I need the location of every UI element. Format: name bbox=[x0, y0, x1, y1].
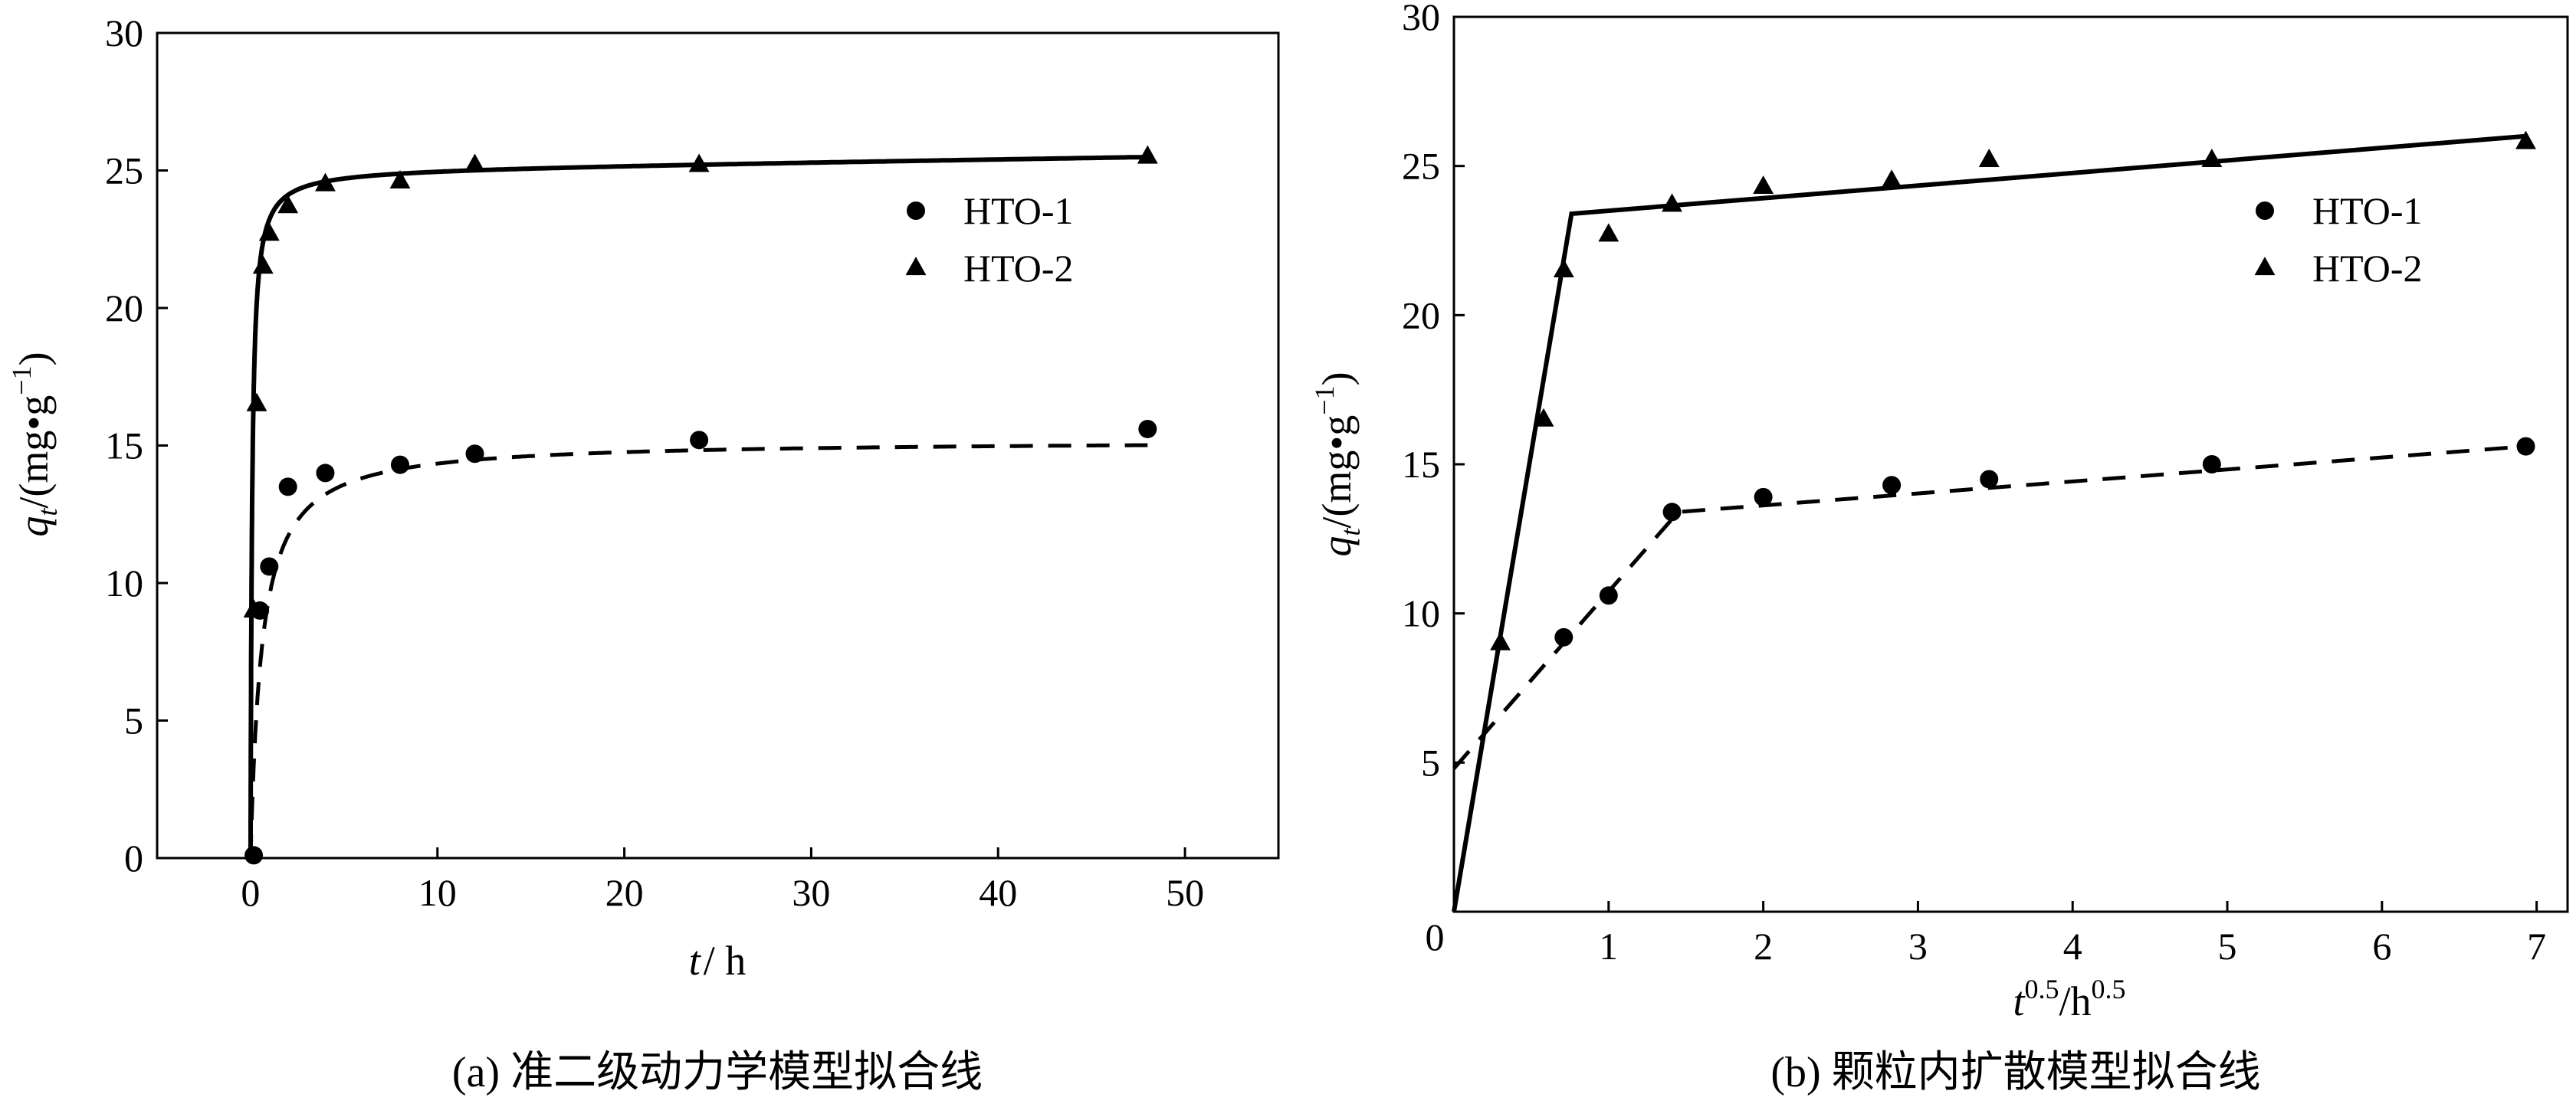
panel-a-point-hto-1 bbox=[244, 846, 264, 865]
panel-a-y-tick-label: 25 bbox=[105, 149, 143, 192]
panel-b-point-hto-1 bbox=[1662, 503, 1682, 522]
panel-b-legend-label-hto-1: HTO-1 bbox=[2312, 189, 2423, 232]
panel-b-caption: (b) 颗粒内扩散模型拟合线 bbox=[1770, 1049, 2260, 1096]
panel-b-y-tick-label: 10 bbox=[1402, 592, 1440, 635]
panel-a-point-hto-2 bbox=[277, 195, 299, 214]
panel-b-x-axis-title: t0.5/h0.5 bbox=[2013, 974, 2125, 1024]
panel-b-point-hto-2 bbox=[1662, 193, 1682, 212]
panel-b-y-tick-label: 30 bbox=[1402, 0, 1440, 38]
panel-a-point-hto-2 bbox=[246, 392, 267, 411]
panel-a-x-tick-label: 0 bbox=[241, 871, 260, 914]
panel-b-point-hto-2 bbox=[1978, 149, 2000, 167]
panel-a-y-tick-label: 20 bbox=[105, 287, 143, 329]
panel-b-point-hto-2 bbox=[2201, 149, 2223, 167]
panel-a-legend-marker-hto-2 bbox=[905, 257, 927, 276]
panel-b-point-hto-1 bbox=[1980, 470, 1999, 489]
panel-b-points bbox=[1490, 130, 2536, 650]
panel-b-y-tick-label: 25 bbox=[1402, 145, 1440, 188]
panel-a-point-hto-1 bbox=[1138, 419, 1157, 438]
panel-b-x-tick-label: 3 bbox=[1908, 925, 1928, 968]
panel-a-legend-label-hto-1: HTO-1 bbox=[963, 189, 1074, 232]
panel-b-fit-hto-1 bbox=[1452, 444, 2526, 770]
panel-b-x-tick-label: 4 bbox=[2063, 925, 2082, 968]
panel-b-frame bbox=[1452, 15, 2569, 913]
panel-a-point-hto-1 bbox=[390, 455, 409, 474]
panel-b-point-hto-1 bbox=[1599, 586, 1618, 605]
panel-b: 1 2 3 4 5 6 7 5 10 15 20 25 30 HTO-1 HTO-2 0 t0.5/h0… bbox=[1309, 0, 2569, 1096]
panel-b-legend-marker-hto-1 bbox=[2256, 201, 2274, 220]
panel-b-point-hto-2 bbox=[1533, 408, 1554, 427]
panel-b-y-tick-label: 20 bbox=[1402, 293, 1440, 336]
panel-b-point-hto-1 bbox=[1554, 627, 1573, 647]
panel-a-point-hto-1 bbox=[316, 464, 335, 483]
panel-b-x-tick-label: 5 bbox=[2218, 925, 2237, 968]
panel-a-x-ticks: 0 10 20 30 40 50 bbox=[241, 847, 1204, 914]
panel-b-point-hto-1 bbox=[2202, 455, 2221, 473]
panel-a-x-tick-label: 50 bbox=[1166, 871, 1204, 914]
panel-a-point-hto-2 bbox=[464, 153, 485, 172]
panel-a-x-tick-label: 30 bbox=[792, 871, 830, 914]
panel-a-point-hto-2 bbox=[1137, 145, 1158, 164]
panel-a-y-tick-label: 30 bbox=[105, 11, 143, 54]
panel-b-legend-marker-hto-2 bbox=[2254, 257, 2276, 276]
panel-a-y-tick-label: 15 bbox=[105, 424, 143, 467]
panel-b-point-hto-1 bbox=[2516, 437, 2535, 456]
panel-b-y-tick-label: 5 bbox=[1421, 741, 1440, 784]
panel-b-x-tick-label: 6 bbox=[2372, 925, 2391, 968]
panel-a-point-hto-2 bbox=[315, 172, 336, 192]
panel-a-point-hto-2 bbox=[258, 222, 280, 241]
panel-a-point-hto-1 bbox=[278, 477, 297, 496]
panel-a: 0 10 20 30 40 50 0 5 10 15 20 25 30 HTO-1 HTO-2 t/ h… bbox=[6, 11, 1280, 1096]
panel-a-y-tick-label: 5 bbox=[124, 699, 143, 742]
panel-a-y-tick-label: 10 bbox=[105, 562, 143, 604]
panel-a-y-axis-title: qt/(mg•g−1) bbox=[6, 352, 63, 536]
panel-a-caption: (a) 准二级动力学模型拟合线 bbox=[452, 1049, 983, 1096]
panel-b-x-tick-label: 7 bbox=[2527, 925, 2546, 968]
panel-b-origin-label: 0 bbox=[1426, 916, 1445, 958]
panel-a-legend: HTO-1 HTO-2 bbox=[905, 189, 1074, 290]
panel-b-x-tick-label: 2 bbox=[1754, 925, 1773, 968]
panel-a-points bbox=[243, 145, 1158, 865]
panel-a-y-tick-label: 0 bbox=[124, 837, 143, 880]
panel-a-point-hto-2 bbox=[252, 255, 274, 274]
panel-a-x-axis-title: t/ h bbox=[689, 938, 747, 984]
panel-b-point-hto-2 bbox=[1881, 169, 1902, 188]
panel-a-y-ticks: 0 5 10 15 20 25 30 bbox=[105, 11, 168, 880]
panel-b-point-hto-1 bbox=[1754, 487, 1773, 506]
panel-a-point-hto-1 bbox=[260, 557, 279, 576]
panel-a-point-hto-2 bbox=[688, 153, 710, 172]
panel-a-legend-label-hto-2: HTO-2 bbox=[963, 247, 1074, 290]
panel-b-y-ticks: 5 10 15 20 25 30 bbox=[1402, 0, 1465, 784]
panel-a-point-hto-2 bbox=[389, 169, 411, 188]
panel-a-point-hto-1 bbox=[465, 444, 484, 464]
panel-b-point-hto-2 bbox=[1753, 175, 1774, 195]
panel-b-point-hto-2 bbox=[1553, 259, 1574, 278]
panel-a-fit-hto-1 bbox=[248, 443, 1148, 858]
panel-a-legend-marker-hto-1 bbox=[907, 201, 925, 220]
panel-b-legend-label-hto-2: HTO-2 bbox=[2312, 247, 2423, 290]
panel-b-point-hto-2 bbox=[1598, 223, 1619, 242]
panel-b-point-hto-1 bbox=[1882, 476, 1902, 495]
panel-a-point-hto-2 bbox=[243, 599, 264, 618]
panel-a-x-tick-label: 10 bbox=[418, 871, 457, 914]
panel-b-y-tick-label: 15 bbox=[1402, 443, 1440, 486]
panel-b-y-axis-title: qt/(mg•g−1) bbox=[1309, 372, 1366, 556]
panel-b-point-hto-2 bbox=[1490, 631, 1511, 650]
panel-b-legend: HTO-1 HTO-2 bbox=[2254, 189, 2423, 290]
panel-a-point-hto-1 bbox=[690, 431, 709, 450]
panel-a-x-tick-label: 40 bbox=[979, 871, 1017, 914]
panel-b-point-hto-2 bbox=[2515, 130, 2536, 149]
panel-a-x-tick-label: 20 bbox=[605, 871, 644, 914]
panel-b-x-tick-label: 1 bbox=[1599, 925, 1618, 968]
